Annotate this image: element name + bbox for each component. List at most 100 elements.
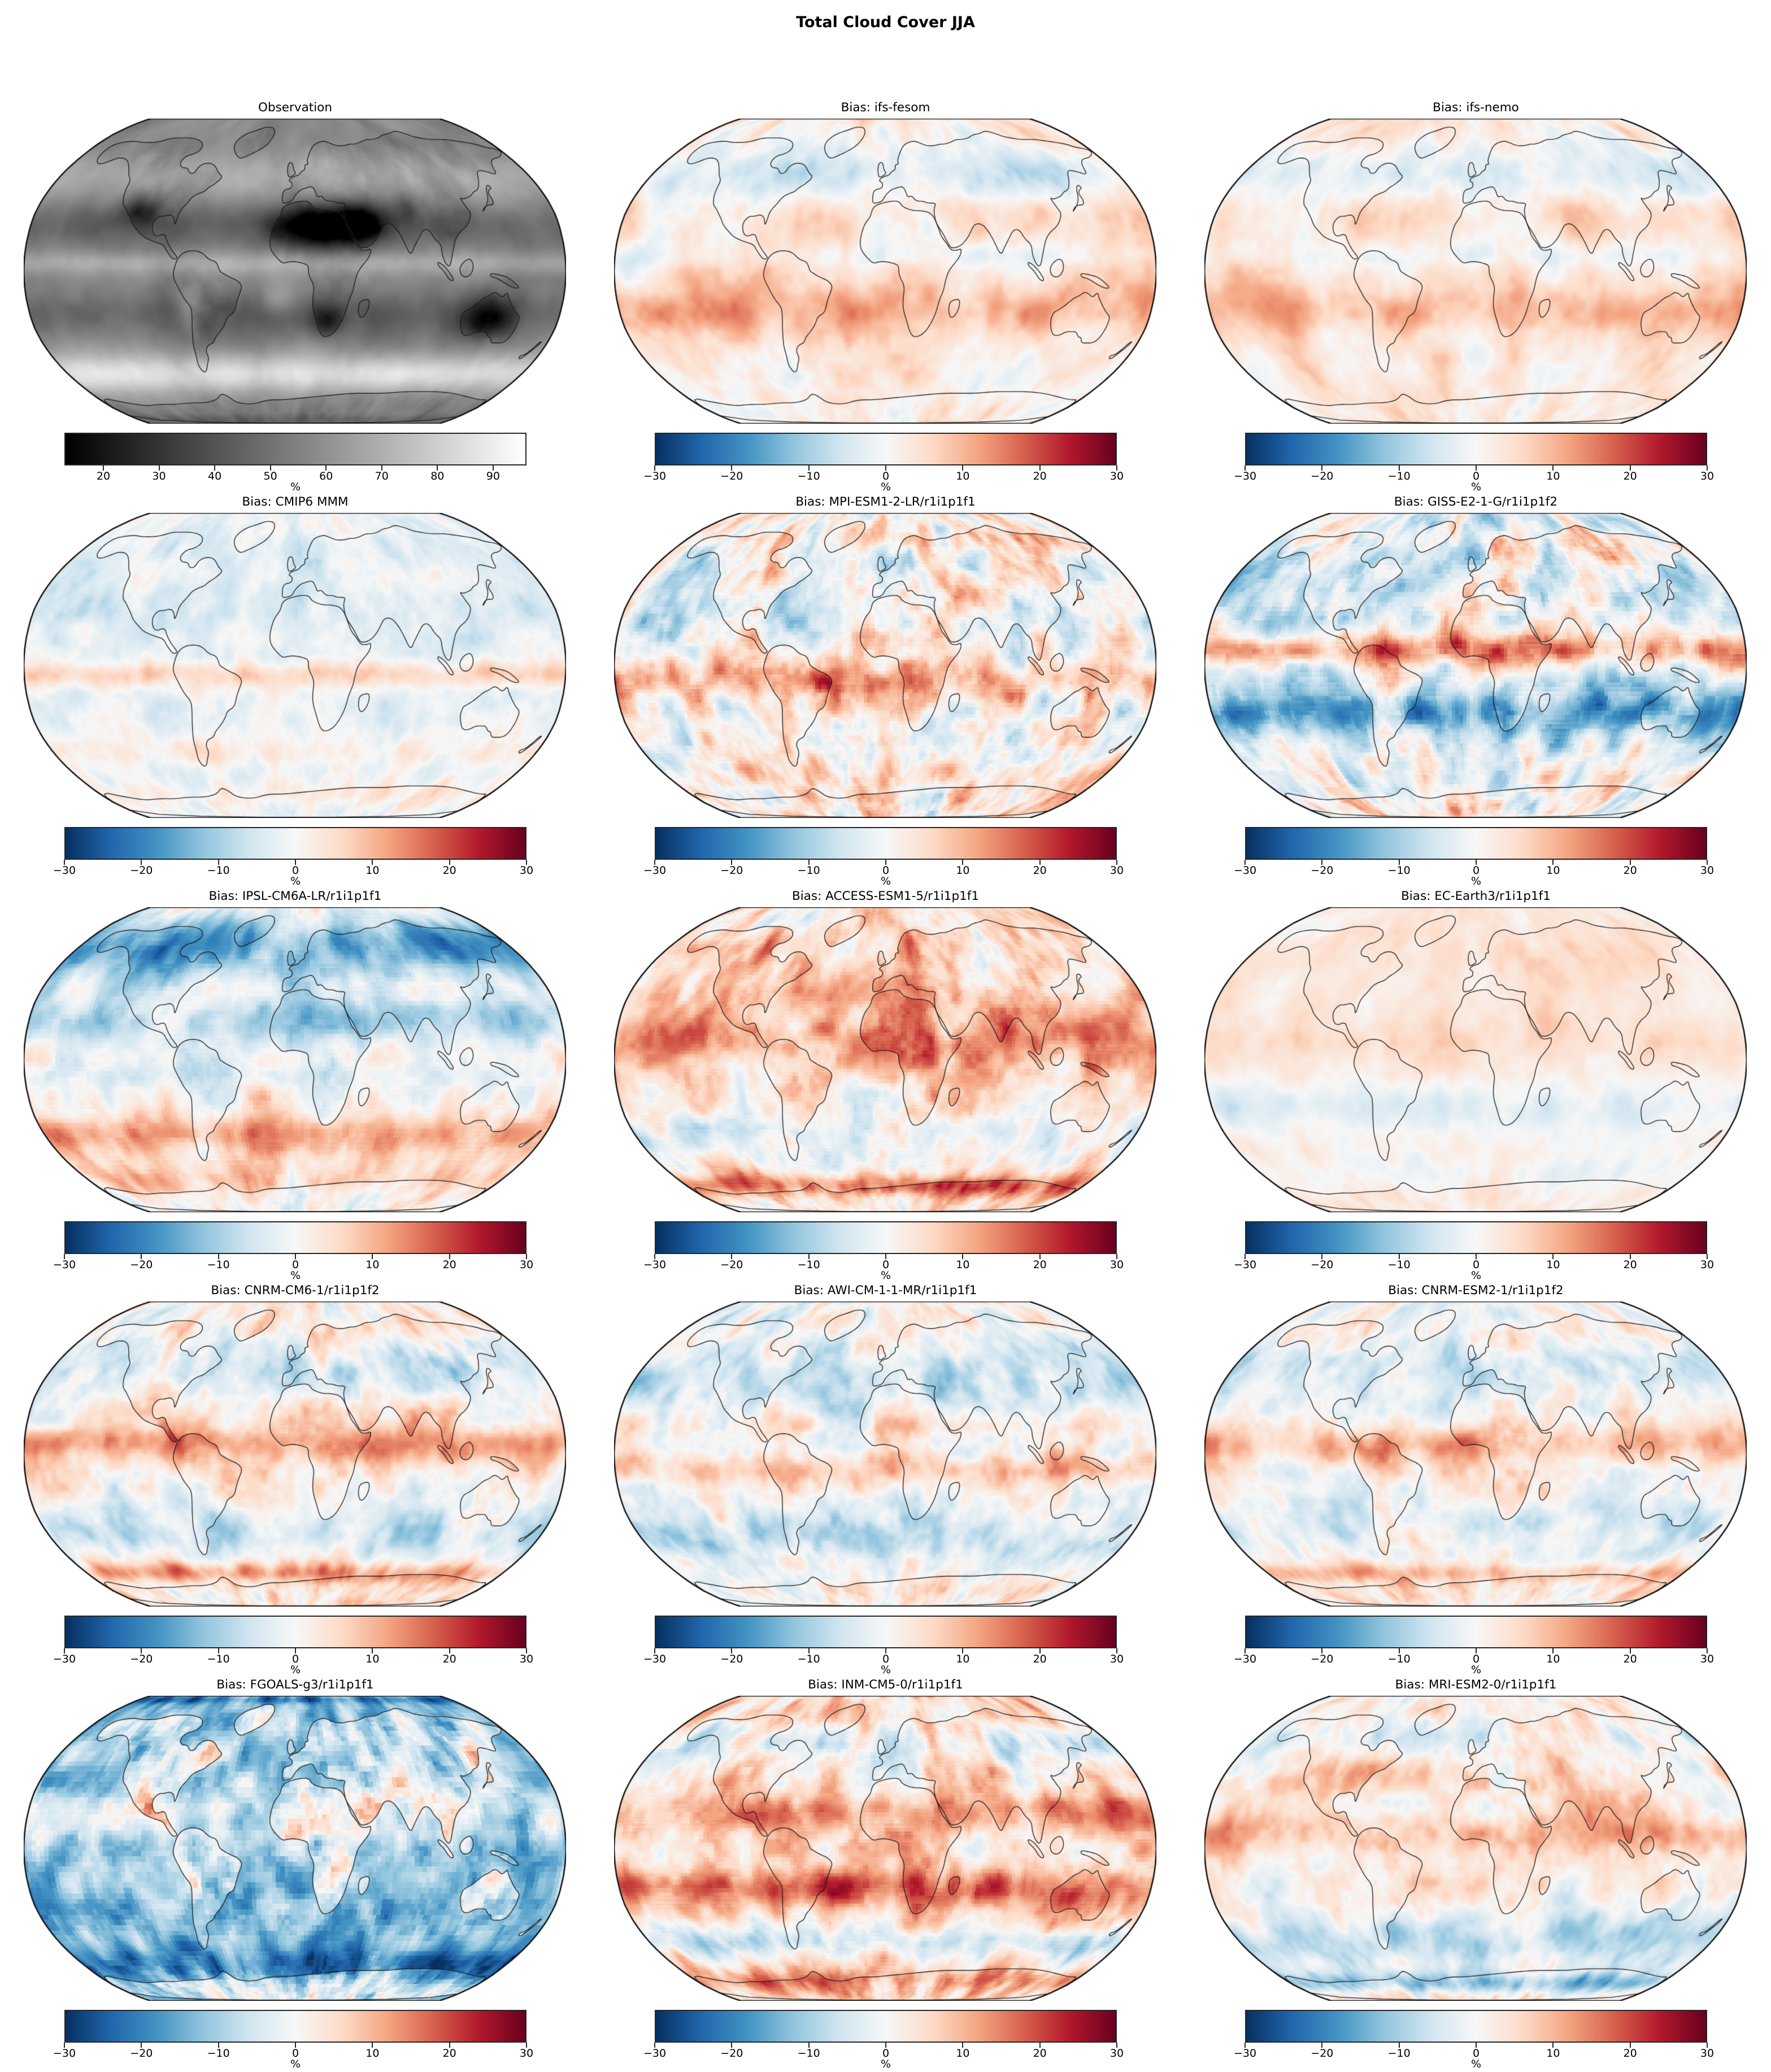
colorbar-tickmark [808,1648,810,1653]
colorbar-tickmark [885,860,886,865]
bias-map-canvas [24,513,566,818]
colorbar-gradient [1245,2010,1707,2043]
colorbar-tickmark [1039,860,1041,865]
bias-map-canvas [1204,907,1747,1212]
colorbar-tickmark [1476,2043,1477,2048]
colorbar-tick-label: 20 [1623,1653,1637,1665]
colorbar-tick-label: 10 [1546,2047,1560,2060]
panel-title: Bias: EC-Earth3/r1i1p1f1 [1401,889,1551,903]
colorbar-gradient [64,2010,526,2043]
colorbar-tick-label: −20 [1311,470,1334,482]
colorbar-gradient [1245,827,1707,860]
colorbar-tickmark [885,1254,886,1259]
colorbar-tickmark [64,1254,65,1259]
colorbar-tick-label: 30 [152,470,166,482]
colorbar-tickmark [1039,1648,1041,1653]
colorbar-tick-label: 20 [1033,864,1047,877]
colorbar-tickmark [962,1648,964,1653]
colorbar-tickmark [437,465,438,471]
colorbar-unit-label: % [1470,875,1482,887]
colorbar-tick-label: −30 [53,2047,76,2060]
colorbar-tickmark [1707,1254,1708,1259]
colorbar-tickmark [808,2043,810,2048]
colorbar-tick-label: −10 [1387,864,1411,877]
colorbar-tick-label: 10 [365,2047,380,2060]
bias-map-canvas [1204,1696,1747,2001]
colorbar-tick-label: 30 [519,1259,534,1271]
colorbar-tickmark [372,1254,373,1259]
colorbar-tickmark [1116,1648,1117,1653]
colorbar-tickmark [102,465,104,471]
colorbar-tick-label: −30 [643,470,667,482]
colorbar-tick-label: −30 [643,1259,667,1271]
colorbar-tickmark [731,465,733,471]
colorbar-tickmark [1321,2043,1323,2048]
colorbar-tick-label: −20 [1311,1259,1334,1271]
colorbar-tickmark [1116,2043,1117,2048]
colorbar-tick-label: 0 [882,470,890,482]
colorbar-tickmark [1245,2043,1246,2048]
colorbar-tickmark [1245,860,1246,865]
colorbar-tick-label: 20 [96,470,111,482]
colorbar-tick-label: 20 [1033,1653,1047,1665]
colorbar-tick-label: −20 [720,1259,743,1271]
colorbar-unit-label: % [290,1664,301,1676]
colorbar-tickmark [1245,1254,1246,1259]
colorbar-tickmark [1245,465,1246,471]
colorbar-unit-label: % [1470,1664,1482,1676]
colorbar-tickmark [325,465,327,471]
colorbar-tickmark [64,1648,65,1653]
colorbar-tickmark [217,1254,219,1259]
colorbar-tickmark [654,1254,655,1259]
colorbar-gradient [655,433,1117,465]
bias-map-canvas [614,1696,1156,2001]
bias-map-canvas [614,1301,1156,1607]
colorbar-unit-label: % [880,2058,891,2070]
colorbar-tickmark [1629,1254,1631,1259]
panel-title: Bias: FGOALS-g3/r1i1p1f1 [216,1678,374,1692]
colorbar-tick-label: 0 [291,1653,299,1665]
colorbar-tick-label: 0 [291,2047,299,2060]
colorbar-tick-label: −30 [53,1653,76,1665]
colorbar-gradient [1245,433,1707,465]
colorbar-tick-label: 10 [956,1259,970,1271]
colorbar-tick-label: −30 [643,864,667,877]
colorbar-tickmark [1039,2043,1041,2048]
colorbar-tick-label: −10 [797,864,820,877]
colorbar-tick-label: 20 [1623,470,1637,482]
map-panel-bias-ipsl-cm6a-lr-r1i1p1f1: Bias: IPSL-CM6A-LR/r1i1p1f1 −30 −20 −10 0 10 2… [0,888,590,1282]
colorbar-tickmark [449,2043,450,2048]
colorbar-tick-label: 0 [1472,1259,1480,1271]
colorbar-tickmark [962,465,964,471]
colorbar-tickmark [1552,1648,1554,1653]
colorbar-gradient [655,1221,1117,1254]
colorbar-tick-label: 10 [956,1653,970,1665]
map-panel-bias-ifs-fesom: Bias: ifs-fesom −30 −20 −10 0 10 20 30% [590,99,1181,494]
colorbar-tickmark [731,860,733,865]
bias-map-canvas [1204,119,1747,424]
colorbar-tick-label: −30 [643,1653,667,1665]
colorbar-tickmark [214,465,216,471]
colorbar-tickmark [449,860,450,865]
panel-title: Bias: IPSL-CM6A-LR/r1i1p1f1 [208,889,382,903]
colorbar-tick-label: −10 [207,2047,230,2060]
colorbar-tickmark [731,2043,733,2048]
map-panel-bias-fgoals-g3-r1i1p1f1: Bias: FGOALS-g3/r1i1p1f1 −30 −20 −10 0 10 20 30… [0,1677,590,2071]
colorbar-tickmark [1476,1648,1477,1653]
colorbar-tickmark [381,465,382,471]
colorbar-tickmark [449,1254,450,1259]
colorbar-tickmark [1321,1254,1323,1259]
colorbar-tickmark [526,1254,527,1259]
colorbar-unit-label: % [1470,2058,1482,2070]
colorbar-tickmark [295,1254,296,1259]
map-panel-bias-ifs-nemo: Bias: ifs-nemo −30 −20 −10 0 10 20 30% [1181,99,1771,494]
map-panel-bias-cmip6-mmm: Bias: CMIP6 MMM −30 −20 −10 0 10 20 30% [0,494,590,888]
colorbar-gradient [655,827,1117,860]
colorbar-tickmark [1552,1254,1554,1259]
colorbar-tick-label: 0 [882,1653,890,1665]
colorbar-tick-label: 20 [1033,470,1047,482]
colorbar-tickmark [1552,860,1554,865]
colorbar-gradient [1245,1221,1707,1254]
colorbar-tickmark [962,2043,964,2048]
